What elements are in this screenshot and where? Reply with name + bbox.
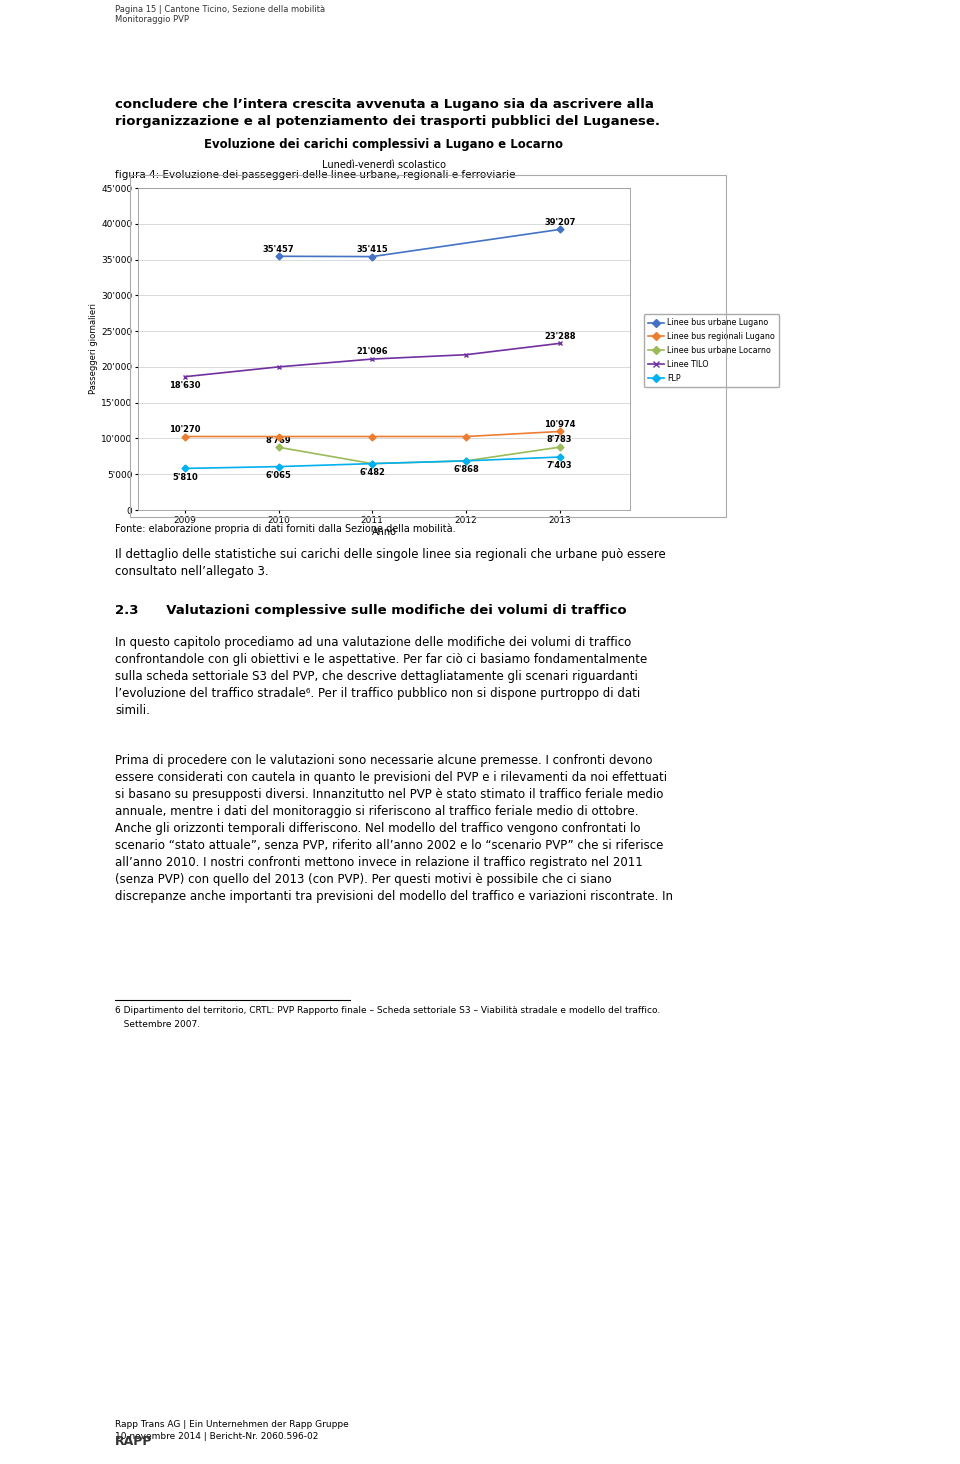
- Text: 10'974: 10'974: [544, 420, 575, 429]
- Text: Pagina 15 | Cantone Ticino, Sezione della mobilità: Pagina 15 | Cantone Ticino, Sezione dell…: [115, 4, 325, 15]
- Text: 10 novembre 2014 | Bericht-Nr. 2060.596-02: 10 novembre 2014 | Bericht-Nr. 2060.596-…: [115, 1432, 319, 1441]
- Legend: Linee bus urbane Lugano, Linee bus regionali Lugano, Linee bus urbane Locarno, L: Linee bus urbane Lugano, Linee bus regio…: [644, 315, 780, 386]
- Y-axis label: Passeggeri giornalieri: Passeggeri giornalieri: [89, 303, 99, 394]
- Text: 21'096: 21'096: [356, 347, 388, 356]
- Text: 8'783: 8'783: [547, 435, 572, 445]
- Text: 6 Dipartimento del territorio, CRTL: PVP Rapporto finale – Scheda settoriale S3 : 6 Dipartimento del territorio, CRTL: PVP…: [115, 1006, 660, 1015]
- Text: 8'769: 8'769: [266, 435, 292, 445]
- Text: Lunedì-venerdì scolastico: Lunedì-venerdì scolastico: [322, 160, 446, 170]
- Text: concludere che l’intera crescita avvenuta a Lugano sia da ascrivere alla
riorgan: concludere che l’intera crescita avvenut…: [115, 98, 660, 127]
- Text: 10'270: 10'270: [169, 425, 201, 433]
- Text: Rapp Trans AG | Ein Unternehmen der Rapp Gruppe: Rapp Trans AG | Ein Unternehmen der Rapp…: [115, 1420, 348, 1429]
- Text: Settembre 2007.: Settembre 2007.: [115, 1020, 200, 1029]
- Text: 6'065: 6'065: [266, 471, 292, 480]
- Text: Evoluzione dei carichi complessivi a Lugano e Locarno: Evoluzione dei carichi complessivi a Lug…: [204, 138, 564, 151]
- Text: 35'415: 35'415: [356, 244, 388, 253]
- Text: 5'810: 5'810: [172, 473, 198, 482]
- Text: 39'207: 39'207: [544, 218, 575, 227]
- Text: 18'630: 18'630: [169, 381, 201, 389]
- Text: 23'288: 23'288: [544, 332, 575, 341]
- Text: Monitoraggio PVP: Monitoraggio PVP: [115, 15, 189, 23]
- Text: 6'482: 6'482: [359, 468, 385, 477]
- Text: 2.3      Valutazioni complessive sulle modifiche dei volumi di traffico: 2.3 Valutazioni complessive sulle modifi…: [115, 605, 627, 616]
- Text: RAPP: RAPP: [115, 1435, 153, 1448]
- Text: Il dettaglio delle statistiche sui carichi delle singole linee sia regionali che: Il dettaglio delle statistiche sui caric…: [115, 548, 665, 578]
- Text: 7'403: 7'403: [547, 461, 572, 470]
- Text: Prima di procedere con le valutazioni sono necessarie alcune premesse. I confron: Prima di procedere con le valutazioni so…: [115, 754, 673, 903]
- Text: 35'457: 35'457: [263, 244, 295, 253]
- Text: Fonte: elaborazione propria di dati forniti dalla Sezione della mobilità.: Fonte: elaborazione propria di dati forn…: [115, 523, 456, 533]
- Text: In questo capitolo procediamo ad una valutazione delle modifiche dei volumi di t: In questo capitolo procediamo ad una val…: [115, 635, 647, 717]
- Text: 6'868: 6'868: [453, 466, 479, 474]
- X-axis label: Anno: Anno: [372, 527, 396, 537]
- Text: figura 4: Evoluzione dei passeggeri delle linee urbane, regionali e ferroviarie: figura 4: Evoluzione dei passeggeri dell…: [115, 170, 516, 180]
